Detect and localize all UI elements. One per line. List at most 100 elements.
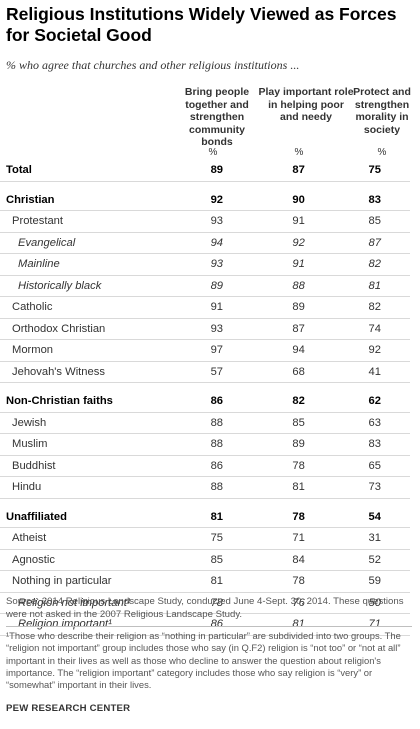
- table-cell: 78: [257, 455, 340, 477]
- table-row: Muslim 88 89 83: [0, 433, 410, 456]
- divider: [6, 626, 412, 627]
- row-label: Jewish: [0, 412, 176, 434]
- column-header-morality: Protect and strengthen morality in socie…: [353, 86, 411, 136]
- row-label: Hindu: [0, 476, 176, 499]
- table-cell: 86: [175, 455, 258, 477]
- table-cell: 87: [339, 232, 410, 254]
- table-cell: 31: [339, 527, 410, 550]
- table-cell: 94: [175, 232, 258, 254]
- data-table: Total 89 87 75 Christian 92 90 83 Protestant 93 91…: [0, 160, 410, 636]
- table-row: Mormon 97 94 92: [0, 339, 410, 362]
- table-body: Total 89 87 75 Christian 92 90 83 Protestant 93 91…: [0, 160, 410, 636]
- table-row: Christian 92 90 83: [0, 181, 410, 211]
- chart-title: Religious Institutions Widely Viewed as …: [6, 4, 397, 45]
- table-row: Hindu 88 81 73: [0, 476, 410, 499]
- table-row: Total 89 87 75: [0, 160, 410, 182]
- unit-label-morality: %: [377, 147, 387, 158]
- footnote: ¹Those who describe their religion as “n…: [6, 630, 401, 691]
- row-label: Orthodox Christian: [0, 318, 176, 340]
- table-row: Atheist 75 71 31: [0, 527, 410, 550]
- table-cell: 71: [339, 613, 410, 636]
- table-cell: 92: [175, 181, 258, 211]
- table-cell: 91: [175, 296, 258, 319]
- table-cell: 50: [339, 592, 410, 614]
- row-label: Protestant: [0, 210, 176, 233]
- table-cell: 88: [175, 476, 258, 499]
- table-cell: 93: [175, 318, 258, 340]
- row-label: Religion not important¹: [0, 592, 176, 614]
- table-row: Religion not important¹ 78 76 50: [0, 592, 410, 614]
- column-header-community: Bring people together and strengthen com…: [184, 86, 250, 148]
- table-cell: 78: [175, 592, 258, 614]
- table-cell: 85: [257, 412, 340, 434]
- table-cell: 87: [257, 160, 340, 182]
- table-cell: 81: [175, 498, 258, 528]
- table-cell: 89: [257, 433, 340, 456]
- source-note: Source: 2014 Religious Landscape Study, …: [6, 596, 404, 620]
- table-cell: 93: [175, 253, 258, 276]
- row-label: Evangelical: [0, 232, 176, 254]
- table-cell: 76: [257, 592, 340, 614]
- column-header-poor: Play important role in helping poor and …: [258, 86, 354, 123]
- table-cell: 75: [339, 160, 410, 182]
- table-cell: 91: [257, 253, 340, 276]
- table-cell: 41: [339, 361, 410, 383]
- row-label: Non-Christian faiths: [0, 382, 176, 413]
- table-row: Evangelical 94 92 87: [0, 232, 410, 254]
- row-label: Historically black: [0, 275, 176, 297]
- row-label: Total: [0, 160, 176, 182]
- row-label: Buddhist: [0, 455, 176, 477]
- table-row: Jehovah's Witness 57 68 41: [0, 361, 410, 383]
- row-label: Nothing in particular: [0, 570, 176, 593]
- table-cell: 54: [339, 498, 410, 528]
- table-row: Historically black 89 88 81: [0, 275, 410, 297]
- table-cell: 62: [339, 382, 410, 413]
- unit-label-community: %: [208, 147, 218, 158]
- table-cell: 87: [257, 318, 340, 340]
- table-cell: 88: [175, 412, 258, 434]
- row-label: Muslim: [0, 433, 176, 456]
- table-row: Catholic 91 89 82: [0, 296, 410, 319]
- table-cell: 83: [339, 181, 410, 211]
- table-cell: 94: [257, 339, 340, 362]
- table-cell: 93: [175, 210, 258, 233]
- row-label: Christian: [0, 181, 176, 211]
- row-label: Religion important¹: [0, 613, 176, 636]
- table-row: Religion important¹ 86 81 71: [0, 613, 410, 636]
- table-row: Non-Christian faiths 86 82 62: [0, 382, 410, 413]
- table-row: Orthodox Christian 93 87 74: [0, 318, 410, 340]
- table-cell: 68: [257, 361, 340, 383]
- row-label: Agnostic: [0, 549, 176, 571]
- table-cell: 81: [257, 613, 340, 636]
- table-cell: 83: [339, 433, 410, 456]
- table-cell: 63: [339, 412, 410, 434]
- table-cell: 52: [339, 549, 410, 571]
- table-cell: 82: [257, 382, 340, 413]
- table-cell: 78: [257, 498, 340, 528]
- table-row: Unaffiliated 81 78 54: [0, 498, 410, 528]
- row-label: Atheist: [0, 527, 176, 550]
- table-cell: 78: [257, 570, 340, 593]
- table-cell: 73: [339, 476, 410, 499]
- organization-label: PEW RESEARCH CENTER: [6, 703, 131, 714]
- table-cell: 84: [257, 549, 340, 571]
- table-cell: 97: [175, 339, 258, 362]
- row-label: Mainline: [0, 253, 176, 276]
- table-row: Agnostic 85 84 52: [0, 549, 410, 571]
- table-row: Nothing in particular 81 78 59: [0, 570, 410, 593]
- table-cell: 89: [175, 160, 258, 182]
- row-label: Unaffiliated: [0, 498, 176, 528]
- table-cell: 81: [339, 275, 410, 297]
- table-cell: 89: [257, 296, 340, 319]
- unit-label-poor: %: [294, 147, 304, 158]
- table-cell: 85: [339, 210, 410, 233]
- table-cell: 71: [257, 527, 340, 550]
- table-cell: 81: [257, 476, 340, 499]
- table-cell: 57: [175, 361, 258, 383]
- table-cell: 92: [257, 232, 340, 254]
- table-cell: 82: [339, 296, 410, 319]
- table-cell: 74: [339, 318, 410, 340]
- row-label: Mormon: [0, 339, 176, 362]
- table-cell: 90: [257, 181, 340, 211]
- table-cell: 82: [339, 253, 410, 276]
